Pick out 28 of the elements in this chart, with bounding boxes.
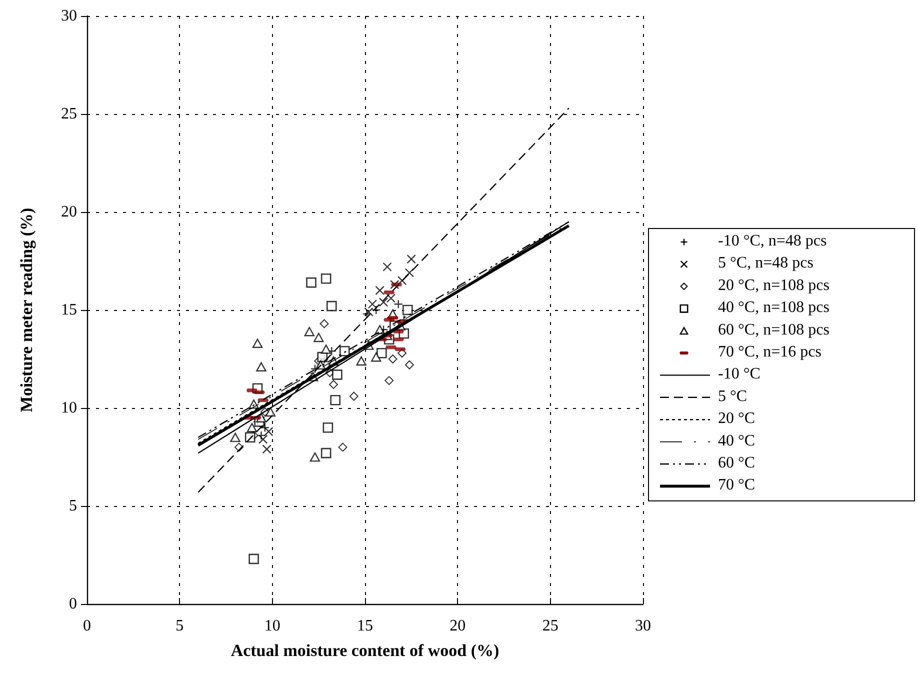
y-tick-label: 5 — [69, 498, 77, 514]
legend-label: 40 °C, n=108 pcs — [718, 299, 830, 316]
y-axis-title: Moisture meter reading (%) — [17, 208, 36, 412]
legend-label: 20 °C — [718, 410, 756, 428]
legend-label: -10 °C, n=48 pcs — [718, 232, 827, 250]
y-tick-label: 25 — [61, 106, 77, 122]
x-tick-label: 15 — [357, 618, 373, 634]
y-tick-label: 0 — [69, 596, 77, 612]
y-tick-label: 10 — [61, 400, 77, 416]
y-tick-label: 15 — [61, 302, 77, 318]
x-tick-label: 0 — [83, 618, 91, 634]
legend-label: 20 °C, n=108 pcs — [718, 276, 830, 294]
x-tick-label: 30 — [635, 618, 651, 634]
y-tick-label: 30 — [61, 8, 77, 24]
x-tick-label: 25 — [542, 618, 558, 634]
legend-label: 70 °C — [718, 476, 756, 494]
x-tick-label: 10 — [264, 618, 280, 634]
x-axis-title: Actual moisture content of wood (%) — [230, 641, 500, 660]
legend-label: 40 °C — [718, 432, 756, 450]
legend-label: 60 °C, n=108 pcs — [718, 321, 830, 338]
x-tick-label: 20 — [450, 618, 466, 634]
legend-label: -10 °C — [718, 366, 760, 383]
legend-label: 70 °C, n=16 pcs — [718, 344, 822, 360]
legend-label: 60 °C — [718, 454, 756, 472]
legend-label: 5 °C — [718, 388, 748, 405]
y-tick-label: 20 — [61, 204, 77, 220]
legend-label: 5 °C, n=48 pcs — [718, 254, 814, 272]
x-tick-label: 5 — [176, 618, 184, 634]
